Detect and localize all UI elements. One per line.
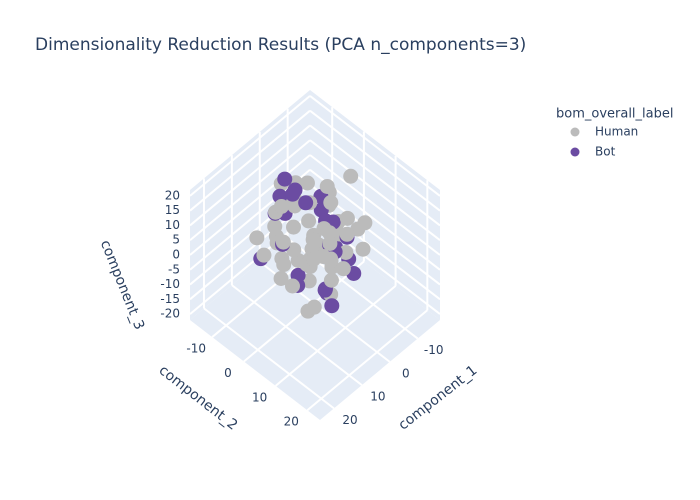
point	[267, 218, 283, 234]
legend-label: Bot	[595, 145, 616, 159]
y-grid-line	[274, 285, 397, 387]
z-tick-label: 15	[165, 203, 180, 217]
z-grid-line	[309, 95, 441, 197]
point	[339, 210, 355, 226]
point	[298, 195, 314, 211]
y-tick-label: -10	[186, 342, 206, 356]
z-grid-line	[309, 139, 441, 242]
y-tick-label: 20	[284, 415, 299, 429]
point	[355, 241, 371, 257]
y-tick-label: 10	[252, 390, 267, 404]
point	[286, 242, 302, 258]
point	[275, 234, 291, 250]
point	[301, 213, 317, 229]
z-grid-line	[189, 124, 311, 227]
point	[286, 219, 302, 235]
z-grid-line	[189, 154, 311, 256]
point	[273, 198, 289, 214]
z-tick-label: -5	[168, 262, 180, 276]
legend-label: Human	[595, 125, 638, 139]
z-axis-title: component_3	[97, 238, 147, 332]
point	[339, 226, 355, 242]
x-tick-label: -10	[424, 343, 444, 357]
legend-title: bom_overall_label	[556, 107, 674, 122]
point	[299, 175, 315, 191]
z-tick-label: 5	[172, 233, 180, 247]
legend-marker	[570, 147, 580, 157]
point	[249, 230, 265, 246]
point	[316, 221, 332, 237]
z-tick-label: 0	[172, 248, 180, 262]
point	[276, 257, 292, 273]
point	[305, 232, 321, 248]
z-tick-label: 20	[165, 188, 180, 202]
x-tick-label: 20	[342, 413, 357, 427]
floor-pane	[190, 220, 440, 420]
point	[284, 278, 300, 294]
z-grid-line	[309, 154, 441, 256]
point	[301, 273, 317, 289]
y-grid-line	[306, 309, 428, 412]
z-grid-line	[189, 95, 311, 197]
z-grid-line	[309, 109, 441, 212]
point	[323, 195, 339, 211]
point	[277, 171, 293, 187]
chart-title: Dimensionality Reduction Results (PCA n_…	[35, 35, 526, 55]
z-grid-line	[189, 109, 311, 212]
point	[273, 270, 289, 286]
point	[323, 272, 339, 288]
x-tick-label: 0	[402, 366, 410, 380]
z-tick-label: -20	[160, 307, 180, 321]
point	[343, 168, 359, 184]
point	[335, 261, 351, 277]
point	[357, 215, 373, 231]
x-tick-label: 10	[370, 390, 385, 404]
point	[338, 244, 354, 260]
z-grid-line	[309, 124, 441, 227]
point	[315, 249, 331, 265]
point	[285, 186, 301, 202]
z-tick-label: 10	[165, 218, 180, 232]
point	[324, 298, 340, 314]
point	[319, 178, 335, 194]
z-grid-line	[189, 139, 311, 241]
legend-marker	[570, 127, 580, 137]
z-tick-label: -10	[160, 277, 180, 291]
point	[322, 235, 338, 251]
point	[306, 299, 322, 315]
y-tick-label: 0	[224, 366, 232, 380]
z-tick-label: -15	[160, 292, 180, 306]
point	[256, 247, 272, 263]
